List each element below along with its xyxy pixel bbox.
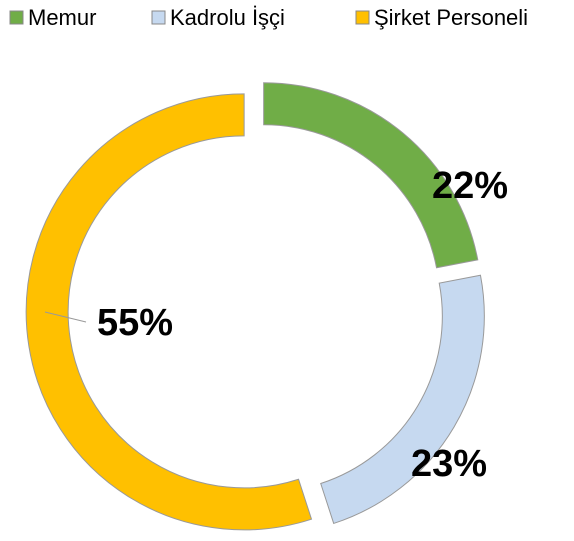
legend-swatch (151, 10, 166, 25)
legend-text: Memur (28, 5, 96, 30)
donut-segment (320, 274, 485, 525)
legend-swatch (355, 10, 370, 25)
donut-segment (263, 82, 479, 269)
legend-swatch (9, 10, 24, 25)
value-label: 55% (97, 302, 173, 344)
donut-segment (25, 93, 313, 531)
leader-line (44, 311, 87, 323)
legend-text: Kadrolu İşçi (170, 5, 285, 30)
legend-text: Şirket Personeli (374, 5, 528, 30)
value-label: 22% (432, 165, 508, 207)
value-label: 23% (411, 443, 487, 485)
